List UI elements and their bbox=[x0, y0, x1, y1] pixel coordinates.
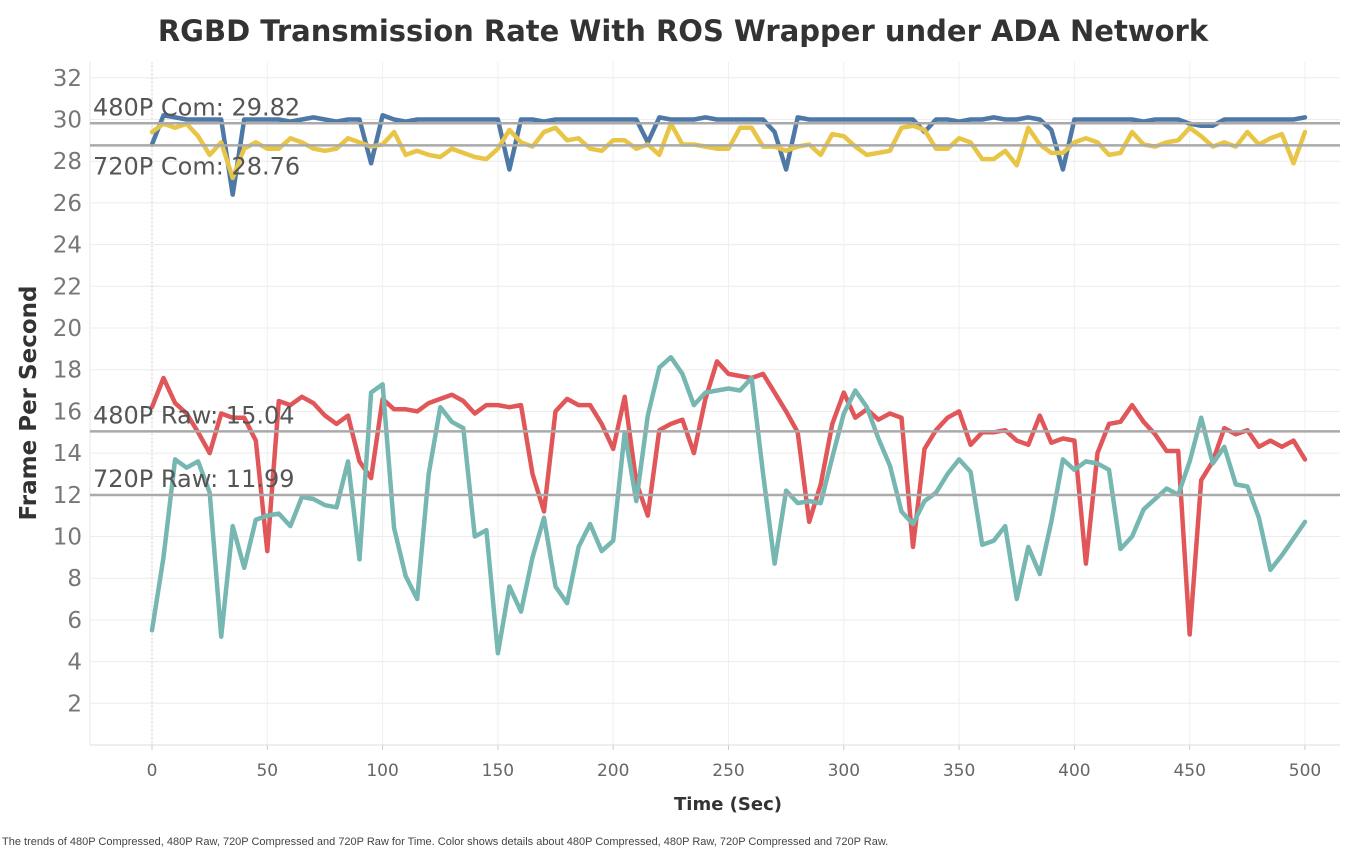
reference-line-label: 720P Com: 28.76 bbox=[93, 152, 300, 180]
x-tick-label: 350 bbox=[943, 761, 975, 781]
reference-lines: 480P Com: 29.82 720P Com: 28.76 480P Raw: … bbox=[90, 93, 1340, 497]
x-tick-label: 500 bbox=[1289, 761, 1321, 781]
y-tick-label: 4 bbox=[67, 650, 82, 676]
chart-title: RGBD Transmission Rate With ROS Wrapper … bbox=[158, 14, 1209, 48]
x-tick-label: 0 bbox=[147, 761, 158, 781]
x-tick-label: 400 bbox=[1058, 761, 1090, 781]
x-axis-title: Time (Sec) bbox=[674, 794, 782, 815]
y-tick-label: 8 bbox=[67, 566, 82, 592]
y-tick-label: 2 bbox=[67, 691, 82, 717]
gridlines bbox=[89, 62, 1340, 746]
reference-line-label: 480P Raw: 15.04 bbox=[93, 401, 295, 429]
y-axis-title: Frame Per Second bbox=[16, 286, 42, 521]
x-tick-label: 50 bbox=[256, 761, 278, 781]
y-tick-label: 10 bbox=[53, 525, 82, 551]
chart-footer-caption: The trends of 480P Compressed, 480P Raw,… bbox=[2, 836, 888, 848]
x-tick-label: 150 bbox=[482, 761, 514, 781]
series-line-3 bbox=[149, 359, 1308, 637]
y-tick-label: 30 bbox=[53, 108, 82, 134]
y-tick-label: 32 bbox=[53, 66, 82, 92]
y-tick-label: 16 bbox=[53, 399, 82, 425]
y-tick-label: 12 bbox=[53, 483, 82, 509]
y-tick-label: 24 bbox=[53, 233, 82, 259]
x-tick-label: 450 bbox=[1173, 761, 1205, 781]
y-tick-label: 18 bbox=[53, 358, 82, 384]
x-tick-label: 200 bbox=[597, 761, 629, 781]
y-tick-label: 28 bbox=[53, 149, 82, 175]
y-tick-label: 26 bbox=[53, 191, 82, 217]
x-axis-ticks: 0 50 100 150 200 250 300 350 400 450 500 bbox=[147, 745, 1321, 781]
y-tick-label: 6 bbox=[67, 608, 82, 634]
x-tick-label: 250 bbox=[712, 761, 744, 781]
series-line-1 bbox=[149, 113, 1308, 197]
x-tick-label: 100 bbox=[366, 761, 398, 781]
y-tick-label: 20 bbox=[53, 316, 82, 342]
reference-line-label: 720P Raw: 11.99 bbox=[93, 465, 295, 493]
reference-line-label: 480P Com: 29.82 bbox=[93, 93, 300, 121]
x-tick-label: 300 bbox=[828, 761, 860, 781]
series-line-2 bbox=[149, 121, 1308, 181]
y-tick-label: 22 bbox=[53, 274, 82, 300]
y-tick-label: 14 bbox=[53, 441, 82, 467]
